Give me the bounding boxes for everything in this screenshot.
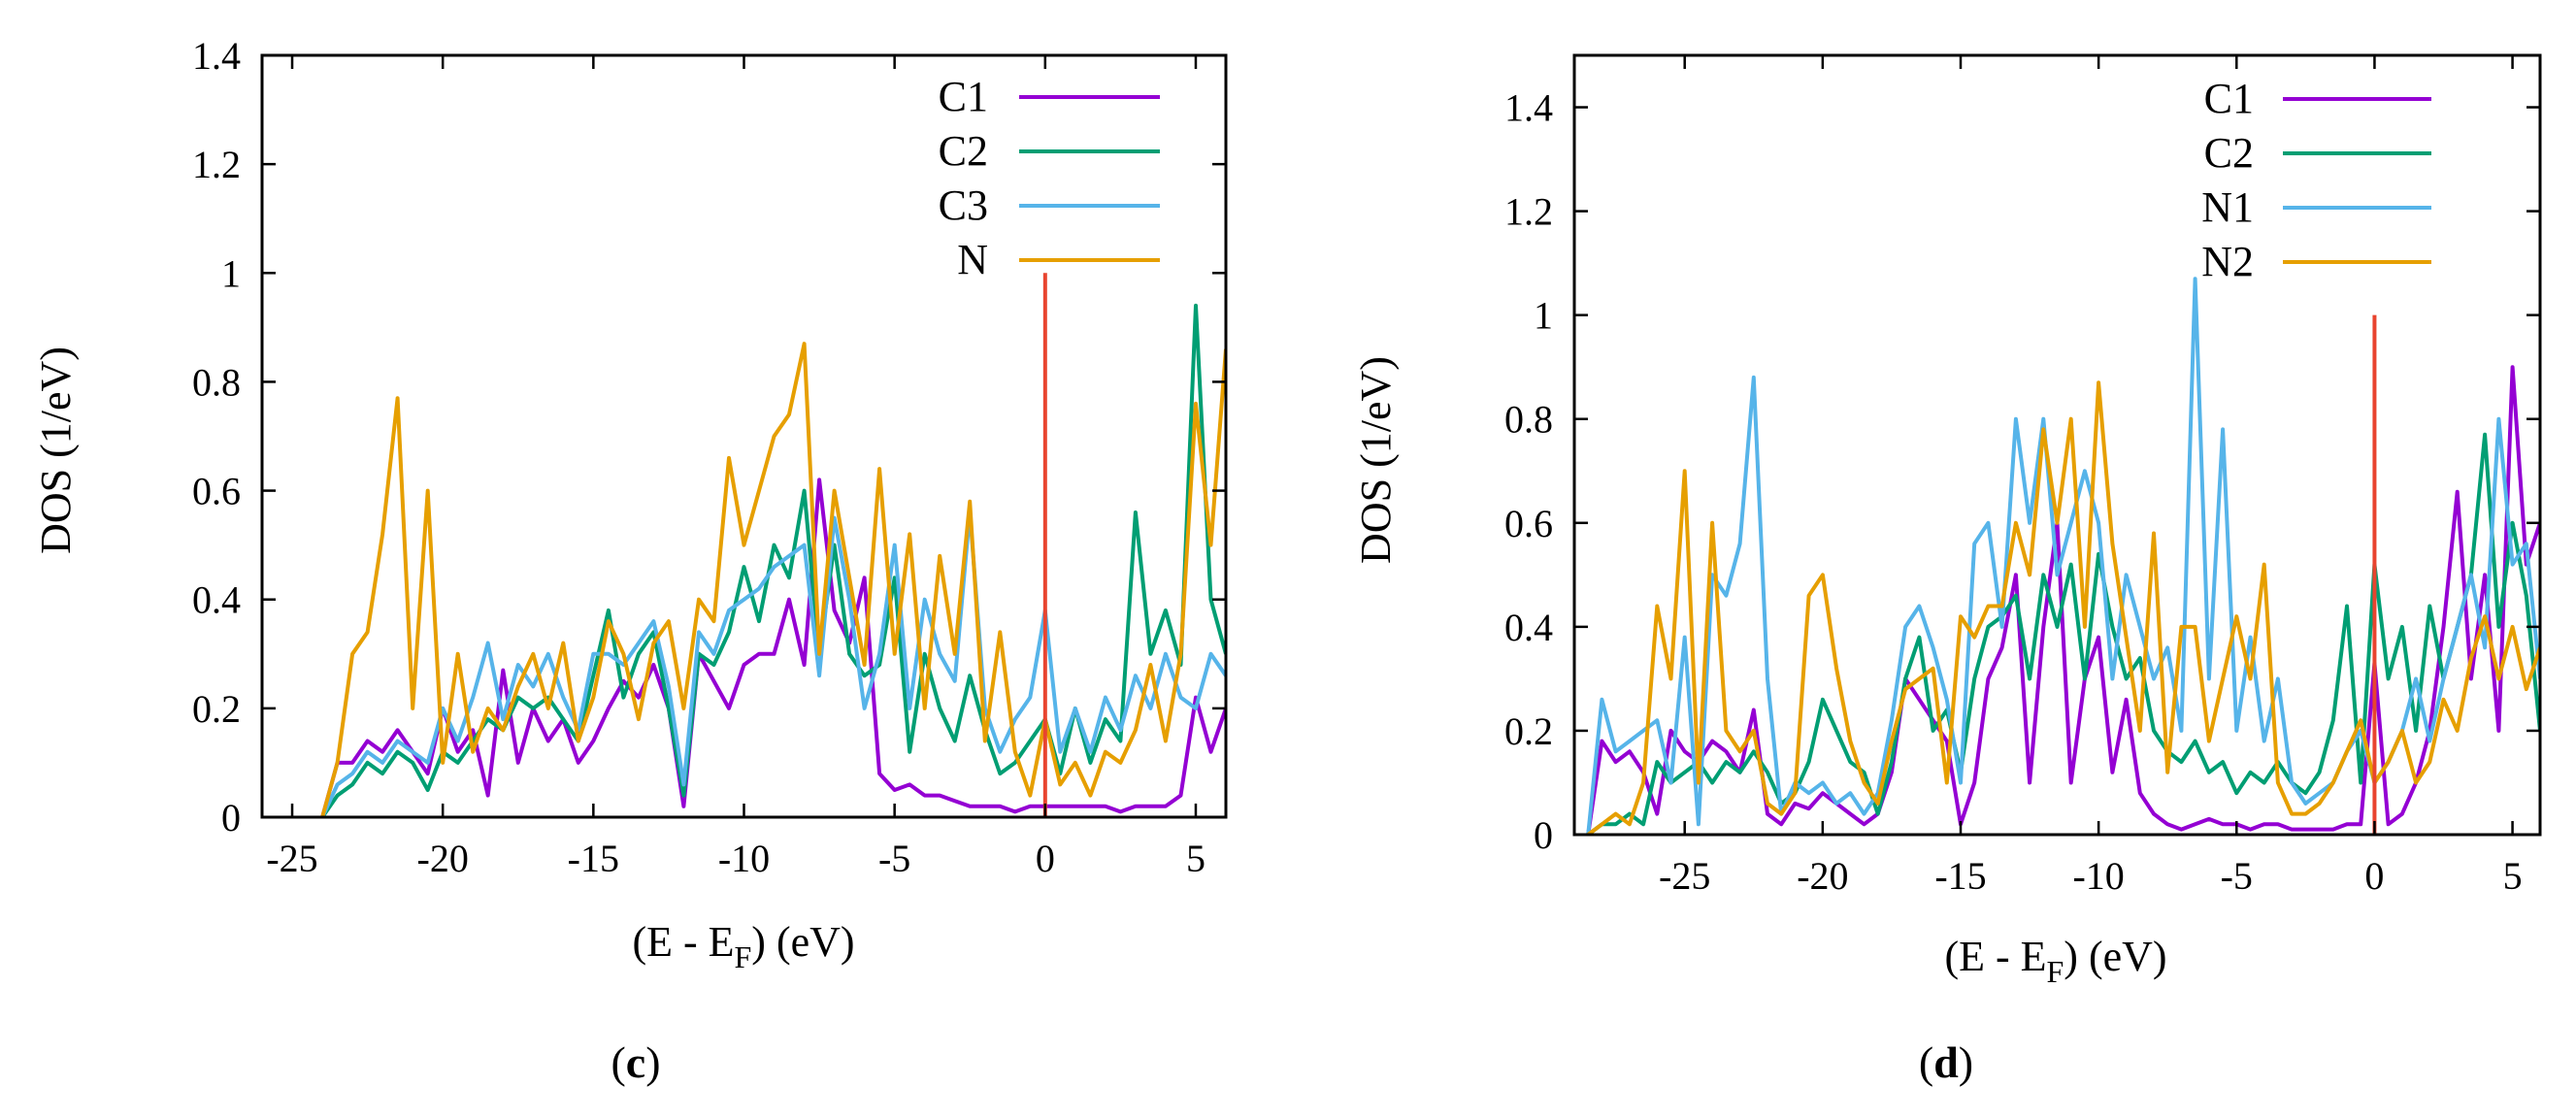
series-line-n1 xyxy=(1586,277,2540,835)
y-axis-label: DOS (1/eV) xyxy=(1352,356,1400,564)
x-tick-label: -10 xyxy=(2072,854,2124,898)
legend-label-n1: N1 xyxy=(2201,183,2254,231)
y-tick-label: 1.4 xyxy=(192,34,241,78)
x-tick-label: -25 xyxy=(1659,854,1710,898)
x-axis-label: (E - EF) (eV) xyxy=(632,918,854,974)
y-tick-label: 1 xyxy=(1534,294,1553,338)
x-tick-label: 5 xyxy=(2503,854,2523,898)
y-tick-label: 0.2 xyxy=(192,687,241,731)
legend-label-c2: C2 xyxy=(2204,129,2254,177)
x-tick-label: -20 xyxy=(1797,854,1848,898)
x-tick-label: -25 xyxy=(266,837,317,880)
x-axis-label-sub: F xyxy=(2047,954,2064,989)
x-tick-label: -15 xyxy=(568,837,619,880)
y-tick-label: 0 xyxy=(1534,813,1553,857)
y-tick-label: 1.2 xyxy=(1504,190,1553,234)
legend-label-c2: C2 xyxy=(939,127,988,175)
plot-area xyxy=(320,273,1226,817)
x-tick-label: -10 xyxy=(718,837,770,880)
plot-area xyxy=(1586,277,2540,835)
x-axis-label-post: ) (eV) xyxy=(751,918,854,966)
series-line-c1 xyxy=(320,477,1226,817)
y-tick-label: 1 xyxy=(221,251,241,295)
x-tick-label: -5 xyxy=(2221,854,2253,898)
y-tick-label: 0.2 xyxy=(1504,709,1553,753)
legend-label-c3: C3 xyxy=(939,181,988,229)
y-tick-label: 0.8 xyxy=(1504,398,1553,442)
x-tick-label: 0 xyxy=(1036,837,1055,880)
legend-label-n: N xyxy=(957,236,988,283)
x-axis-label-post: ) (eV) xyxy=(2064,933,2166,980)
panel-label: (d) xyxy=(1919,1037,1973,1087)
y-tick-label: 0.6 xyxy=(192,470,241,513)
x-axis-label-sub: F xyxy=(735,939,752,974)
legend-label-c1: C1 xyxy=(939,73,988,120)
legend: C1 C2 C3 N xyxy=(939,73,1160,283)
x-tick-label: -5 xyxy=(878,837,910,880)
plot-frame xyxy=(1572,53,2542,837)
panel-label: (c) xyxy=(611,1037,660,1087)
x-axis-label: (E - EF) (eV) xyxy=(1944,933,2166,989)
x-tick-label: -15 xyxy=(1934,854,1986,898)
y-tick-label: 0.4 xyxy=(1504,606,1553,649)
y-axis-label: DOS (1/eV) xyxy=(32,346,80,554)
y-tick-label: 1.4 xyxy=(1504,86,1553,130)
panel-d: -25 -20 -15 -10 -5 0 5 0 0.2 0.4 0.6 0.8 1 1.2 1.4 DOS … xyxy=(1352,53,2542,1087)
x-axis-label-pre: (E - E xyxy=(1944,933,2046,980)
x-axis-label-pre: (E - E xyxy=(632,918,734,966)
panel-label-letter: c xyxy=(626,1037,645,1087)
legend-label-c1: C1 xyxy=(2204,75,2254,122)
x-tick-label: 0 xyxy=(2364,854,2384,898)
series-line-n2 xyxy=(1586,380,2540,835)
y-tick-label: 1.2 xyxy=(192,143,241,186)
y-tick-label: 0 xyxy=(221,796,241,839)
x-tick-label: 5 xyxy=(1186,837,1205,880)
legend-label-n2: N2 xyxy=(2201,238,2254,285)
series-line-c3 xyxy=(320,510,1226,817)
legend: C1 C2 N1 N2 xyxy=(2201,75,2431,285)
series-line-c2 xyxy=(1586,432,2540,835)
plot-frame xyxy=(260,53,1228,819)
panel-c: -25 -20 -15 -10 -5 0 5 0 0.2 0.4 0.6 0.8 1 1.2 1.4 DOS … xyxy=(32,34,1228,1087)
y-tick-label: 0.4 xyxy=(192,578,241,622)
y-tick-label: 0.8 xyxy=(192,360,241,404)
series-line-n xyxy=(320,342,1226,817)
y-tick-label: 0.6 xyxy=(1504,502,1553,545)
panel-label-letter: d xyxy=(1933,1037,1959,1087)
x-tick-label: -20 xyxy=(417,837,469,880)
